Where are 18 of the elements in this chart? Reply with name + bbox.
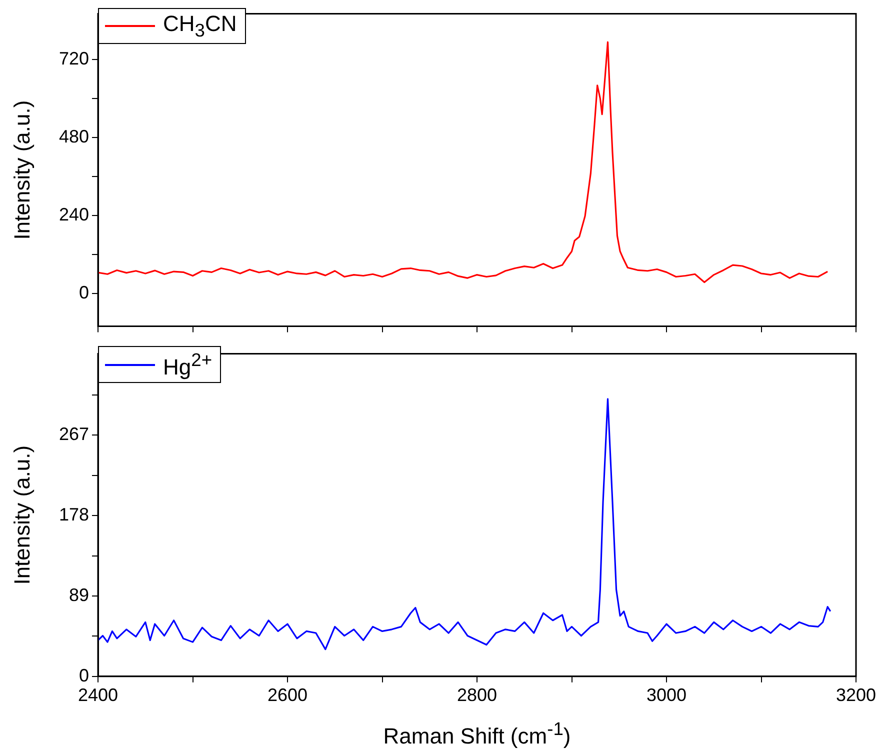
y-tick-label: 267 xyxy=(58,424,89,444)
x-tick-label: 2800 xyxy=(456,685,498,706)
y-axis-title: Intensity (a.u.) xyxy=(9,100,34,240)
y-axis-title: Intensity (a.u.) xyxy=(9,445,34,585)
x-axis-title: Raman Shift (cm$^{-1}$) xyxy=(382,718,572,750)
y-tick-label: 89 xyxy=(68,584,89,605)
x-tick-label: 2400 xyxy=(78,685,118,706)
y-tick-label: 0 xyxy=(78,282,89,303)
y-tick-label: 0 xyxy=(78,665,89,686)
x-tick-label: 3200 xyxy=(836,685,876,706)
x-tick-label: 2600 xyxy=(267,685,308,706)
x-tick-label: 3000 xyxy=(646,685,687,706)
legend-label: CH$_{3}$CN xyxy=(163,11,237,42)
y-tick-label: 178 xyxy=(58,504,89,525)
legend-label: Hg$^{2+}$ xyxy=(163,349,212,380)
y-tick-label: 720 xyxy=(58,48,89,68)
y-tick-label: 480 xyxy=(58,126,89,146)
y-tick-label: 240 xyxy=(58,204,89,225)
